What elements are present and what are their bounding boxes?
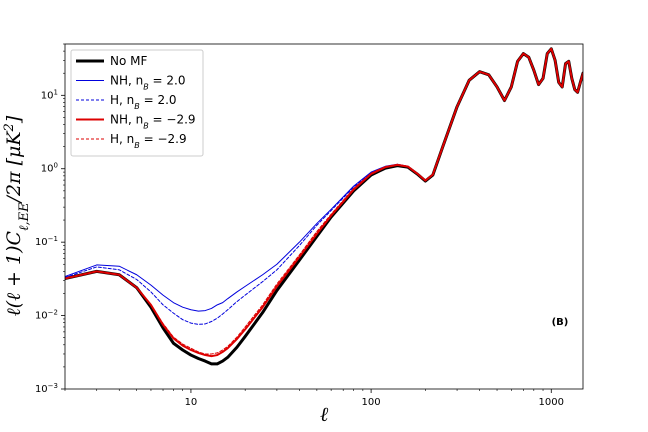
legend-box bbox=[70, 49, 204, 157]
panel-annotation: (B) bbox=[552, 317, 569, 328]
legend-label-4: NH, nB = −2.9 bbox=[110, 113, 196, 131]
plot-frame bbox=[64, 43, 584, 390]
x-axis-title: ℓ bbox=[320, 402, 329, 426]
y-tick-label: 100 bbox=[41, 162, 58, 175]
x-tick-label: 100 bbox=[362, 397, 381, 408]
x-tick-label: 10 bbox=[185, 397, 198, 408]
y-tick-label: 10−3 bbox=[35, 382, 58, 395]
x-tick-label: 1000 bbox=[539, 397, 564, 408]
x-tick-labels: 10 100 1000 bbox=[185, 397, 564, 408]
y-tick-label: 10−1 bbox=[35, 235, 58, 248]
legend-label-1: No MF bbox=[110, 54, 147, 68]
legend-entries: No MF NH, nB = 2.0H, nB = 2.0 NH, nB = −2.… bbox=[76, 54, 196, 150]
legend-label-5: H, nB = −2.9 bbox=[110, 132, 187, 150]
y-tick-labels: 10−3 10−2 10−1 100 101 bbox=[35, 88, 58, 395]
y-tick-label: 10−2 bbox=[35, 309, 58, 322]
series-layer bbox=[65, 47, 583, 366]
y-axis-title: ℓ(ℓ + 1)Cℓ,EE/2π [μK2] bbox=[2, 115, 32, 316]
legend-label-3: H, nB = 2.0 bbox=[110, 93, 177, 111]
y-tick-label: 101 bbox=[41, 88, 58, 101]
major-ticks bbox=[61, 94, 552, 393]
legend: No MF NH, nB = 2.0H, nB = 2.0 NH, nB = −2.… bbox=[70, 49, 204, 157]
series-line-5 bbox=[65, 48, 583, 355]
legend-label-2: NH, nB = 2.0 bbox=[110, 74, 186, 92]
